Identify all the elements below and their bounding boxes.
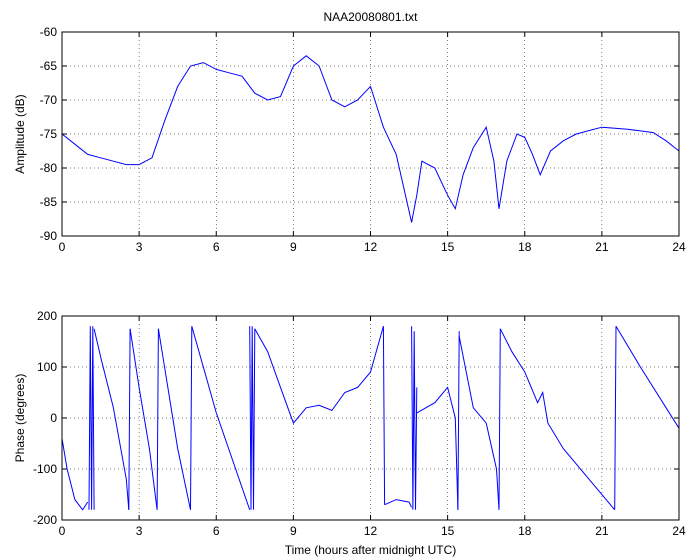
x-tick-label: 0 (59, 524, 66, 538)
y-tick-label: -80 (40, 161, 58, 175)
x-tick-label: 24 (672, 240, 686, 254)
series-line (62, 438, 89, 511)
y-tick-label: -70 (40, 93, 58, 107)
y-axis-label: Phase (degrees) (13, 374, 27, 463)
series-line (615, 325, 679, 429)
x-tick-label: 9 (290, 524, 297, 538)
series-line (458, 336, 500, 510)
y-tick-label: -60 (40, 25, 58, 39)
series-line (249, 326, 256, 510)
amplitude-chart: NAA20080801.txt Amplitude (dB) 0 3 6 9 12 15 1… (13, 10, 686, 254)
series-line (382, 326, 386, 505)
y-tick-label: -65 (40, 59, 58, 73)
series-line (93, 328, 130, 510)
x-tick-label: 21 (595, 240, 609, 254)
x-axis-label: Time (hours after midnight UTC) (285, 543, 457, 557)
x-tick-label: 18 (518, 240, 532, 254)
series-line (614, 326, 617, 510)
series-line (384, 499, 413, 508)
x-tick-label: 3 (136, 524, 143, 538)
series-line (88, 326, 95, 510)
series-line (191, 326, 251, 510)
x-tick-label: 21 (595, 524, 609, 538)
y-tick-label: 0 (50, 411, 57, 425)
x-tick-label: 15 (441, 240, 455, 254)
series-line (498, 328, 501, 510)
series-line (128, 328, 131, 510)
series-line (190, 326, 193, 510)
y-tick-label: -90 (40, 229, 58, 243)
series-line (62, 55, 679, 223)
x-tick-label: 15 (441, 524, 455, 538)
x-tick-label: 12 (364, 524, 378, 538)
y-tick-label: -100 (33, 462, 57, 476)
x-tick-label: 24 (672, 524, 686, 538)
series-line (499, 328, 616, 511)
y-tick-label: -85 (40, 195, 58, 209)
series-line (416, 386, 459, 510)
x-tick-label: 18 (518, 524, 532, 538)
series-line (129, 328, 158, 510)
x-tick-label: 3 (136, 240, 143, 254)
y-tick-label: 100 (37, 360, 57, 374)
y-tick-label: -200 (33, 513, 57, 527)
y-tick-label: -75 (40, 127, 58, 141)
x-tick-label: 6 (213, 524, 220, 538)
x-tick-label: 9 (290, 240, 297, 254)
chart-title: NAA20080801.txt (323, 10, 418, 24)
series-line (457, 331, 460, 510)
phase-chart: Phase (degrees) Time (hours after midnig… (13, 309, 686, 557)
series-line (254, 326, 384, 425)
series-line (156, 328, 159, 510)
series-line (157, 328, 191, 510)
y-axis-label: Amplitude (dB) (13, 94, 27, 173)
series-line (411, 326, 418, 510)
x-tick-label: 0 (59, 240, 66, 254)
x-tick-label: 6 (213, 240, 220, 254)
y-tick-label: 200 (37, 309, 57, 323)
x-tick-label: 12 (364, 240, 378, 254)
